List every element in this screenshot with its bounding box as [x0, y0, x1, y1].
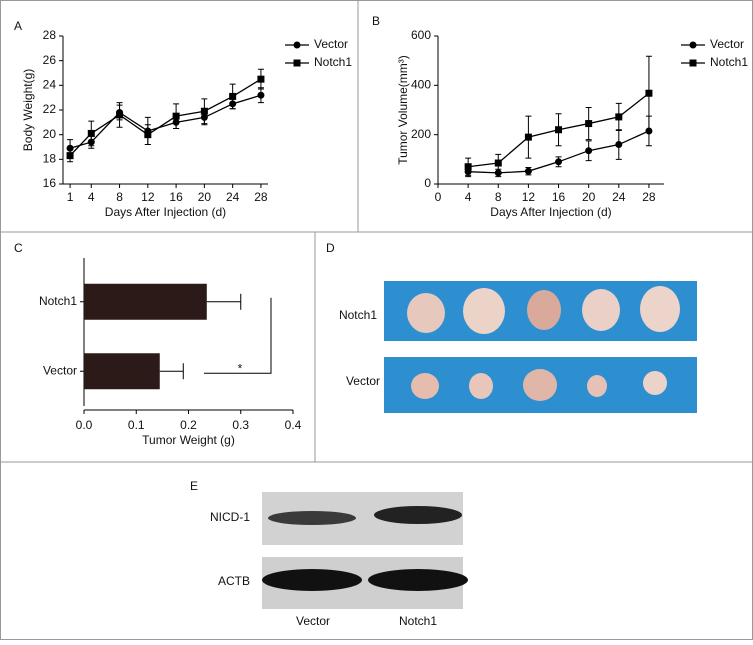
marker: [116, 111, 124, 119]
y-tick-label: 600: [411, 28, 431, 42]
legend-label: Vector: [710, 37, 744, 51]
x-axis-label: Days After Injection (d): [490, 205, 611, 219]
y-tick-label: 20: [43, 127, 57, 141]
bar: [84, 353, 160, 390]
error-bar: [159, 363, 184, 380]
x-tick-label: 4: [88, 190, 95, 204]
band-label: ACTB: [218, 574, 250, 588]
x-tick-label: 24: [612, 190, 626, 204]
marker: [494, 159, 502, 167]
legend-marker: [689, 41, 697, 49]
y-tick-label: Notch1: [39, 294, 77, 308]
marker: [464, 163, 472, 171]
marker: [200, 107, 208, 115]
marker: [615, 113, 623, 121]
marker: [645, 127, 653, 135]
x-tick-label: 28: [254, 190, 268, 204]
marker: [229, 92, 237, 100]
x-tick-label: 20: [582, 190, 596, 204]
lane-label: Vector: [296, 614, 330, 628]
panel-label: B: [372, 14, 380, 28]
x-tick-label: 0.1: [128, 418, 145, 432]
y-axis-label: Body Weight(g): [21, 69, 35, 151]
y-tick-label: 16: [43, 176, 57, 190]
marker: [524, 167, 532, 175]
series-line: [69, 94, 262, 149]
x-axis-label: Tumor Weight (g): [142, 433, 235, 447]
y-tick-label: 22: [43, 102, 57, 116]
marker: [555, 158, 563, 166]
bar: [84, 283, 207, 320]
x-tick-label: 0.2: [180, 418, 197, 432]
significance-label: *: [238, 361, 243, 375]
x-tick-label: 8: [495, 190, 502, 204]
marker: [494, 169, 502, 177]
x-tick-label: 0.0: [76, 418, 93, 432]
marker: [555, 126, 563, 134]
panel-label: D: [326, 241, 335, 255]
lane-label: Notch1: [399, 614, 437, 628]
x-tick-label: 28: [642, 190, 656, 204]
western-blot: [262, 492, 468, 609]
significance-bracket: [204, 297, 272, 374]
error-bar: [206, 293, 242, 310]
marker: [172, 112, 180, 120]
legend-label: Notch1: [710, 55, 748, 69]
y-tick-label: 200: [411, 127, 431, 141]
row-label: Notch1: [339, 308, 377, 322]
marker: [524, 133, 532, 141]
x-tick-label: 0: [435, 190, 442, 204]
y-axis-label: Tumor Volume(mm³): [396, 55, 410, 165]
y-tick-label: 400: [411, 78, 431, 92]
row-label: Vector: [346, 374, 380, 388]
x-axis-label: Days After Injection (d): [105, 205, 226, 219]
x-tick-label: 4: [465, 190, 472, 204]
legend-marker: [293, 59, 301, 67]
legend-marker: [689, 59, 697, 67]
marker: [585, 147, 593, 155]
y-tick-label: Vector: [43, 363, 77, 377]
legend-label: Vector: [314, 37, 348, 51]
band-label: NICD-1: [210, 510, 250, 524]
legend-label: Notch1: [314, 55, 352, 69]
x-tick-label: 0.3: [232, 418, 249, 432]
x-tick-label: 16: [552, 190, 566, 204]
y-tick-label: 26: [43, 53, 57, 67]
tumor-photo: [384, 281, 697, 413]
panel-label: E: [190, 479, 198, 493]
x-tick-label: 8: [116, 190, 123, 204]
x-tick-label: 20: [198, 190, 212, 204]
y-tick-label: 24: [43, 78, 57, 92]
y-tick-label: 0: [424, 176, 431, 190]
x-tick-label: 0.4: [285, 418, 302, 432]
marker: [585, 120, 593, 128]
x-tick-label: 16: [169, 190, 183, 204]
marker: [66, 144, 74, 152]
marker: [87, 129, 95, 137]
panel-label: A: [14, 19, 22, 33]
panel-label: C: [14, 241, 23, 255]
y-tick-label: 28: [43, 28, 57, 42]
marker: [144, 131, 152, 139]
marker: [257, 75, 265, 83]
marker: [66, 152, 74, 160]
x-tick-label: 1: [67, 190, 74, 204]
marker: [257, 91, 265, 99]
x-tick-label: 12: [141, 190, 155, 204]
x-tick-label: 12: [522, 190, 536, 204]
marker: [615, 141, 623, 149]
series-line: [69, 78, 262, 157]
legend-marker: [293, 41, 301, 49]
marker: [645, 89, 653, 97]
y-tick-label: 18: [43, 152, 57, 166]
x-tick-label: 24: [226, 190, 240, 204]
